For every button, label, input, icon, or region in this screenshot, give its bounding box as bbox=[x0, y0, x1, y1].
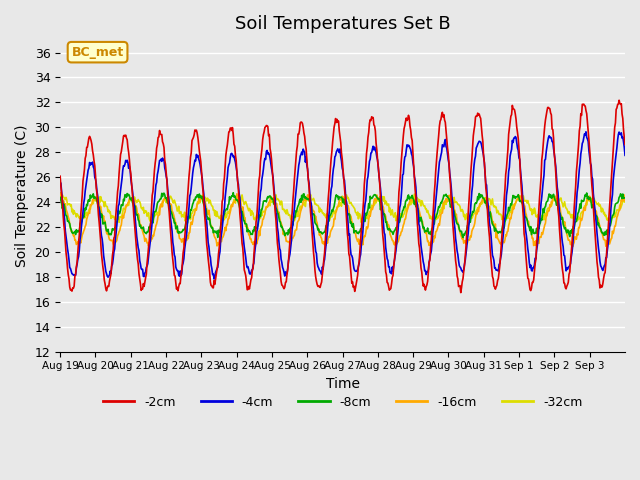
Legend: -2cm, -4cm, -8cm, -16cm, -32cm: -2cm, -4cm, -8cm, -16cm, -32cm bbox=[98, 391, 588, 414]
Y-axis label: Soil Temperature (C): Soil Temperature (C) bbox=[15, 125, 29, 267]
Text: BC_met: BC_met bbox=[72, 46, 124, 59]
Title: Soil Temperatures Set B: Soil Temperatures Set B bbox=[235, 15, 451, 33]
X-axis label: Time: Time bbox=[326, 377, 360, 391]
